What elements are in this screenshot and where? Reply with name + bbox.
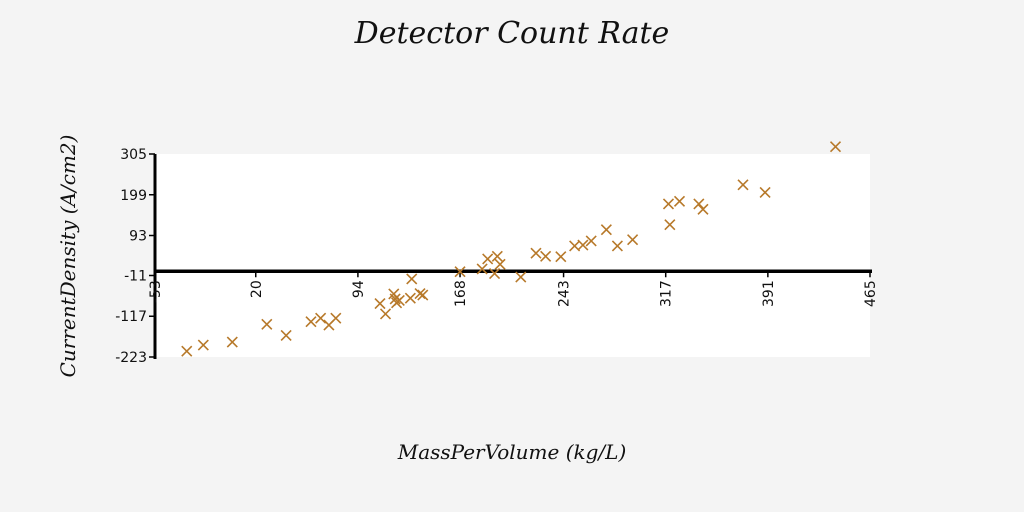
data-point (406, 273, 418, 285)
tick-labels: 305 199 93 -11 -117 -223 -53 20 94 168 243 317 391 46… (115, 147, 879, 366)
x-axis-label: MassPerVolume (kg/L) (397, 440, 627, 464)
data-point (673, 195, 686, 207)
data-point (530, 247, 542, 259)
data-point (555, 251, 567, 263)
x-tick-label: 94 (351, 280, 367, 298)
y-tick-label: 305 (120, 147, 147, 163)
x-tick-label: 168 (453, 280, 469, 307)
data-point (374, 297, 386, 310)
data-point (611, 240, 623, 252)
y-tick-label: -223 (115, 350, 147, 366)
data-point (540, 250, 552, 262)
data-point (404, 292, 416, 304)
data-point (315, 312, 327, 324)
data-point (393, 294, 405, 307)
data-point (305, 316, 317, 328)
data-point (491, 250, 503, 262)
x-tick-label: 317 (659, 280, 675, 307)
data-point (482, 253, 494, 265)
data-point (454, 266, 466, 278)
data-points (181, 141, 842, 357)
data-point (664, 219, 676, 231)
x-tick-label: -53 (148, 280, 164, 303)
data-point (737, 179, 749, 191)
y-axis-label: CurrentDensity (A/cm2) (56, 135, 80, 378)
data-point (197, 339, 209, 351)
x-tick-label: 465 (863, 280, 879, 307)
data-point (693, 198, 705, 210)
data-point (488, 268, 501, 280)
data-point (759, 186, 771, 199)
x-tick-label: 391 (761, 280, 777, 307)
data-point (261, 318, 273, 330)
data-point (515, 271, 527, 283)
chart-title: Detector Count Rate (354, 16, 670, 51)
data-point (379, 308, 392, 320)
y-tick-label: -117 (115, 309, 147, 325)
data-point (330, 312, 342, 324)
data-point (577, 239, 589, 251)
data-point (414, 287, 426, 300)
y-tick-label: -11 (124, 268, 147, 284)
data-point (280, 329, 292, 342)
x-tick-label: 243 (557, 280, 573, 307)
plot-area (155, 154, 870, 357)
data-point (181, 345, 193, 357)
y-tick-label: 93 (129, 229, 147, 245)
data-point (585, 235, 597, 247)
y-tick-label: 199 (120, 188, 147, 204)
data-point (662, 198, 675, 210)
data-point (697, 203, 709, 215)
data-point (226, 336, 238, 348)
data-point (417, 289, 429, 301)
data-point (476, 263, 488, 275)
axes (153, 154, 872, 359)
data-point (494, 258, 506, 270)
data-point (600, 224, 612, 236)
x-tick-label: 20 (249, 280, 265, 298)
data-point (829, 141, 842, 153)
data-point (627, 234, 639, 246)
